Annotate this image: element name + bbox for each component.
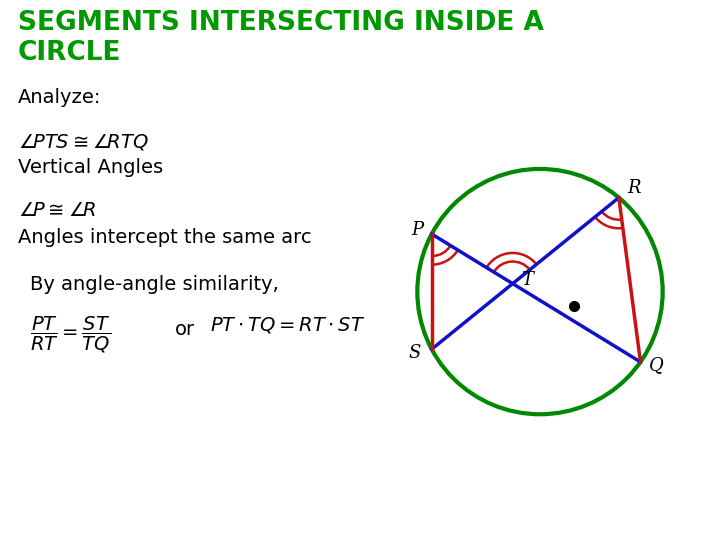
Text: T: T (521, 271, 534, 289)
Text: or: or (175, 320, 195, 339)
Text: Vertical Angles: Vertical Angles (18, 158, 163, 177)
Text: Q: Q (649, 356, 664, 375)
Text: $\dfrac{PT}{RT} = \dfrac{ST}{TQ}$: $\dfrac{PT}{RT} = \dfrac{ST}{TQ}$ (30, 315, 111, 355)
Text: S: S (408, 344, 420, 362)
Text: $\angle\!P \cong \angle\!R$: $\angle\!P \cong \angle\!R$ (18, 202, 96, 220)
Text: Analyze:: Analyze: (18, 88, 102, 107)
Text: CIRCLE: CIRCLE (18, 40, 122, 66)
Text: SEGMENTS INTERSECTING INSIDE A: SEGMENTS INTERSECTING INSIDE A (18, 10, 544, 36)
Text: Angles intercept the same arc: Angles intercept the same arc (18, 228, 312, 247)
Text: By angle-angle similarity,: By angle-angle similarity, (30, 275, 279, 294)
Text: $PT \cdot TQ = RT \cdot ST$: $PT \cdot TQ = RT \cdot ST$ (210, 315, 366, 335)
Text: P: P (411, 221, 423, 239)
Text: R: R (627, 179, 640, 197)
Text: $\angle\!PTS \cong \angle\!RTQ$: $\angle\!PTS \cong \angle\!RTQ$ (18, 132, 148, 152)
